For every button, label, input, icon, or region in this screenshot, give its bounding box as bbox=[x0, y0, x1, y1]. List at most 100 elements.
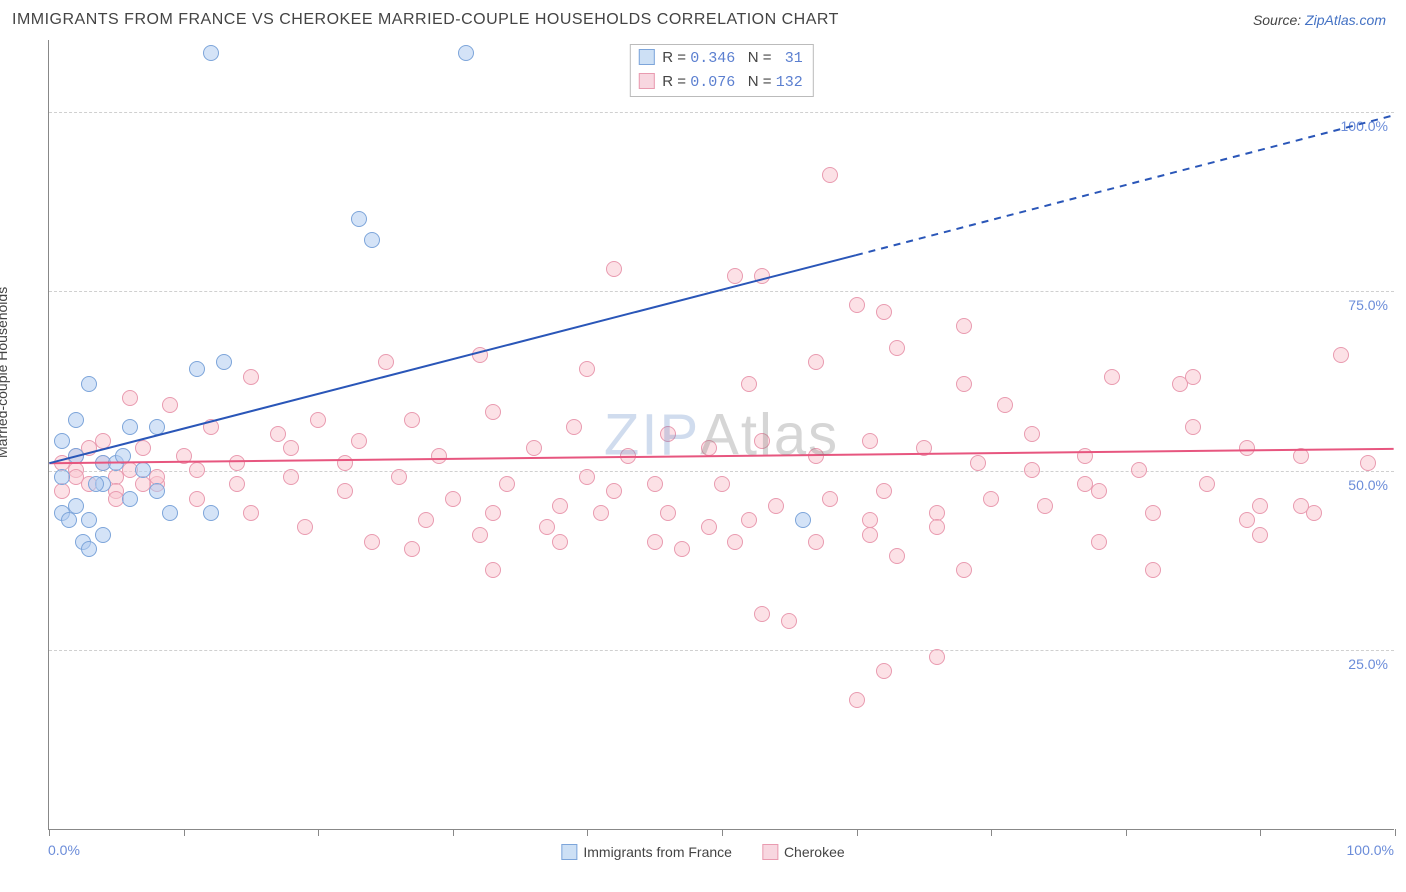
point-cherokee bbox=[404, 412, 420, 428]
x-tick bbox=[184, 829, 185, 836]
point-cherokee bbox=[297, 519, 313, 535]
point-cherokee bbox=[189, 462, 205, 478]
point-cherokee bbox=[1239, 440, 1255, 456]
point-cherokee bbox=[135, 440, 151, 456]
point-cherokee bbox=[849, 692, 865, 708]
point-cherokee bbox=[431, 448, 447, 464]
point-cherokee bbox=[1360, 455, 1376, 471]
point-cherokee bbox=[849, 297, 865, 313]
point-cherokee bbox=[566, 419, 582, 435]
point-cherokee bbox=[929, 649, 945, 665]
x-axis-max-label: 100.0% bbox=[1347, 842, 1394, 858]
point-france bbox=[122, 419, 138, 435]
point-cherokee bbox=[647, 534, 663, 550]
point-cherokee bbox=[1145, 505, 1161, 521]
point-france bbox=[795, 512, 811, 528]
point-cherokee bbox=[1104, 369, 1120, 385]
point-cherokee bbox=[593, 505, 609, 521]
point-cherokee bbox=[647, 476, 663, 492]
point-cherokee bbox=[229, 455, 245, 471]
point-france bbox=[149, 419, 165, 435]
stats-row-blue: R = 0.346 N = 31 bbox=[638, 47, 802, 71]
x-tick bbox=[587, 829, 588, 836]
point-france bbox=[115, 448, 131, 464]
point-cherokee bbox=[485, 505, 501, 521]
point-cherokee bbox=[956, 562, 972, 578]
point-cherokee bbox=[606, 483, 622, 499]
point-cherokee bbox=[889, 548, 905, 564]
point-cherokee bbox=[283, 440, 299, 456]
point-cherokee bbox=[956, 318, 972, 334]
point-cherokee bbox=[243, 505, 259, 521]
point-france bbox=[68, 448, 84, 464]
point-cherokee bbox=[95, 433, 111, 449]
point-cherokee bbox=[472, 527, 488, 543]
point-cherokee bbox=[391, 469, 407, 485]
point-cherokee bbox=[1252, 527, 1268, 543]
point-cherokee bbox=[579, 361, 595, 377]
point-cherokee bbox=[768, 498, 784, 514]
point-cherokee bbox=[754, 606, 770, 622]
x-tick bbox=[49, 829, 50, 836]
point-cherokee bbox=[822, 491, 838, 507]
point-france bbox=[216, 354, 232, 370]
point-cherokee bbox=[122, 390, 138, 406]
point-cherokee bbox=[539, 519, 555, 535]
stats-legend: R = 0.346 N = 31 R = 0.076 N = 132 bbox=[629, 44, 813, 97]
point-cherokee bbox=[1333, 347, 1349, 363]
point-cherokee bbox=[472, 347, 488, 363]
point-cherokee bbox=[526, 440, 542, 456]
point-cherokee bbox=[876, 663, 892, 679]
source-label: Source: bbox=[1253, 12, 1305, 28]
point-cherokee bbox=[862, 512, 878, 528]
point-cherokee bbox=[929, 519, 945, 535]
point-cherokee bbox=[378, 354, 394, 370]
gridline bbox=[49, 291, 1394, 292]
point-cherokee bbox=[997, 397, 1013, 413]
point-cherokee bbox=[418, 512, 434, 528]
point-france bbox=[203, 505, 219, 521]
point-cherokee bbox=[1091, 534, 1107, 550]
x-tick bbox=[1126, 829, 1127, 836]
x-axis-min-label: 0.0% bbox=[48, 842, 80, 858]
point-france bbox=[203, 45, 219, 61]
x-tick bbox=[722, 829, 723, 836]
point-cherokee bbox=[1199, 476, 1215, 492]
gridline bbox=[49, 650, 1394, 651]
point-cherokee bbox=[876, 483, 892, 499]
point-cherokee bbox=[552, 498, 568, 514]
point-france bbox=[68, 412, 84, 428]
x-tick bbox=[991, 829, 992, 836]
point-france bbox=[458, 45, 474, 61]
point-cherokee bbox=[741, 376, 757, 392]
point-cherokee bbox=[203, 419, 219, 435]
point-cherokee bbox=[1077, 476, 1093, 492]
plot-region: ZIPAtlas R = 0.346 N = 31 R = 0.076 N = … bbox=[48, 40, 1394, 830]
point-cherokee bbox=[1131, 462, 1147, 478]
legend-swatch-france bbox=[561, 844, 577, 860]
stats-swatch-pink bbox=[638, 73, 654, 89]
point-cherokee bbox=[701, 519, 717, 535]
legend-item-cherokee: Cherokee bbox=[762, 844, 845, 860]
point-cherokee bbox=[1091, 483, 1107, 499]
point-cherokee bbox=[727, 268, 743, 284]
point-cherokee bbox=[1077, 448, 1093, 464]
chart-title: IMMIGRANTS FROM FRANCE VS CHEROKEE MARRI… bbox=[12, 11, 839, 29]
point-cherokee bbox=[485, 404, 501, 420]
source-link[interactable]: ZipAtlas.com bbox=[1305, 12, 1386, 28]
x-tick bbox=[453, 829, 454, 836]
point-france bbox=[149, 483, 165, 499]
stats-swatch-blue bbox=[638, 49, 654, 65]
y-tick-label: 25.0% bbox=[1348, 656, 1388, 672]
bottom-legend: Immigrants from France Cherokee bbox=[561, 844, 844, 860]
point-cherokee bbox=[889, 340, 905, 356]
point-cherokee bbox=[701, 440, 717, 456]
point-france bbox=[364, 232, 380, 248]
point-cherokee bbox=[404, 541, 420, 557]
point-cherokee bbox=[808, 448, 824, 464]
y-axis-label: Married-couple Households bbox=[0, 287, 10, 458]
point-france bbox=[61, 512, 77, 528]
point-cherokee bbox=[1024, 426, 1040, 442]
point-cherokee bbox=[243, 369, 259, 385]
chart-header: IMMIGRANTS FROM FRANCE VS CHEROKEE MARRI… bbox=[0, 0, 1406, 40]
